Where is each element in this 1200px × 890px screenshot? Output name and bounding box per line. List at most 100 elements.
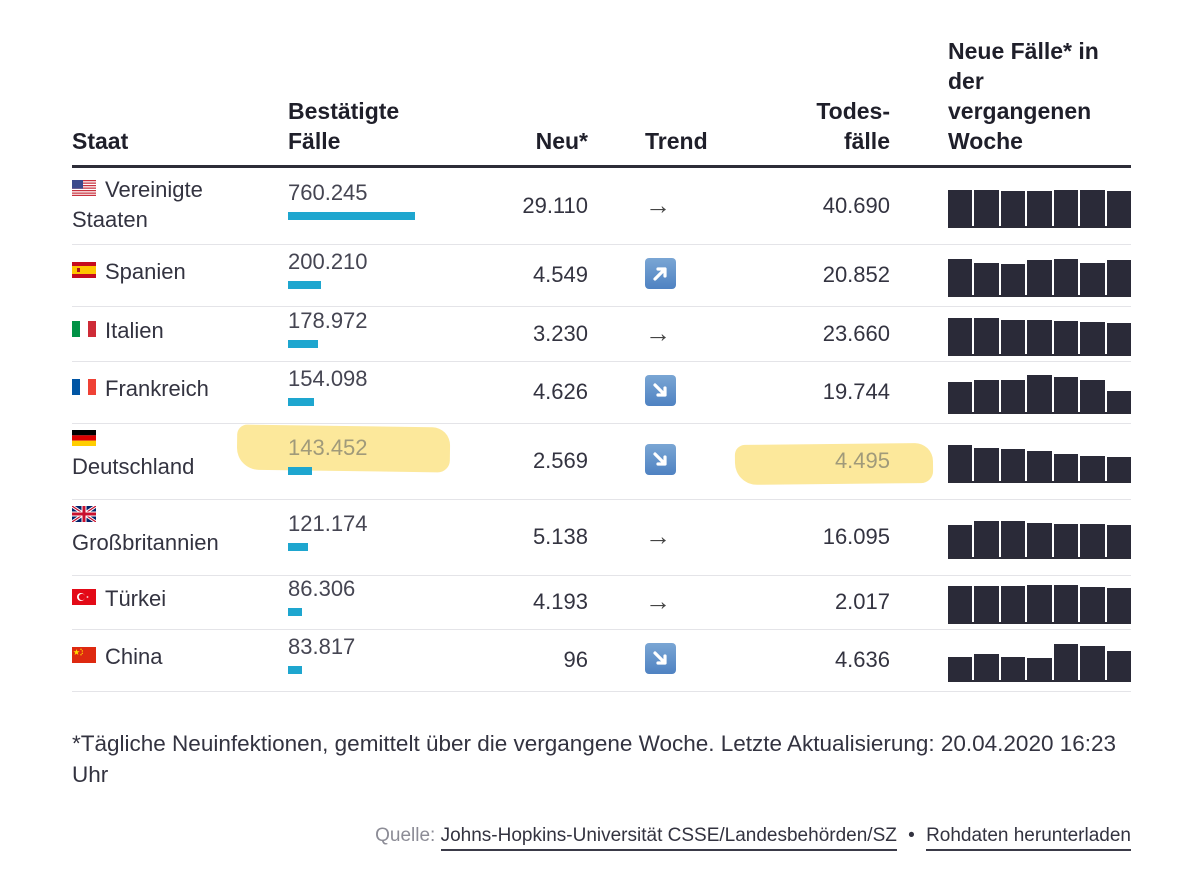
trend-cell: → xyxy=(645,523,671,550)
source-separator: • xyxy=(908,825,915,846)
country-cell: Deutschland xyxy=(72,430,194,482)
neu-value: 4.549 xyxy=(532,262,588,287)
header-neu: Neu* xyxy=(535,128,588,154)
flag-germany-icon xyxy=(72,430,96,446)
cases-bar xyxy=(288,608,302,616)
neu-value: 5.138 xyxy=(532,524,588,549)
arrow-right-icon: → xyxy=(645,317,671,348)
weekly-bar xyxy=(974,317,999,354)
header-todes-line2: fälle xyxy=(843,128,890,154)
cases-bar xyxy=(288,467,312,475)
header-faelle-line1: Bestätigte xyxy=(288,98,400,124)
flag-usa-shape xyxy=(72,180,96,196)
country-cell: Spanien xyxy=(72,257,186,287)
weekly-bar xyxy=(1000,380,1026,412)
weekly-bar xyxy=(1027,319,1052,354)
deaths-value: 16.095 xyxy=(822,524,890,549)
header-faelle-line2: Fälle xyxy=(288,128,341,154)
weekly-bar xyxy=(948,525,973,557)
neu-value: 29.110 xyxy=(522,193,588,218)
arrow-right-icon: → xyxy=(645,521,671,551)
flag-uk-shape xyxy=(72,506,96,522)
arrow-right-icon: → xyxy=(645,586,671,616)
flag-france-shape xyxy=(72,379,96,395)
cases-bar xyxy=(288,212,415,220)
arrow-down-right-shape xyxy=(653,383,667,397)
country-name: Spanien xyxy=(105,259,186,284)
trend-cell: → xyxy=(645,192,671,219)
flag-italy-icon xyxy=(72,321,96,337)
trend-down-icon xyxy=(645,444,676,475)
deaths-value: 4.636 xyxy=(834,647,890,672)
cases-value: 200.210 xyxy=(288,249,368,274)
source-link[interactable]: Johns-Hopkins-Universität CSSE/Landesbeh… xyxy=(440,825,897,851)
neu-value: 3.230 xyxy=(532,320,588,346)
weekly-sparkline xyxy=(948,255,1131,297)
header-weekly-line3: vergangenen xyxy=(948,98,1092,124)
weekly-bar xyxy=(1080,587,1105,622)
weekly-bar xyxy=(1053,644,1079,680)
country-name: Türkei xyxy=(105,586,167,611)
flag-uk-icon xyxy=(72,506,96,522)
weekly-bar xyxy=(1000,657,1026,680)
deaths-value: 4.495 xyxy=(834,448,890,473)
cases-value: 154.098 xyxy=(288,366,368,391)
weekly-bar xyxy=(1053,524,1079,557)
weekly-bar xyxy=(1027,658,1052,680)
weekly-bar xyxy=(1053,190,1079,226)
weekly-bar xyxy=(948,657,973,680)
table-row: Vereinigte Staaten 760.245 29.110 → 40.690 xyxy=(72,168,1131,245)
weekly-bar xyxy=(1027,191,1052,226)
weekly-bar xyxy=(1053,454,1079,481)
header-weekly: Neue Fälle* in der vergangenen Woche xyxy=(948,36,1099,156)
table-row: Deutschland 143.452 2.569 4.495 xyxy=(72,423,1131,500)
country-name-line2: Staaten xyxy=(72,207,148,232)
country-cell: Vereinigte Staaten xyxy=(72,175,203,235)
weekly-sparkline xyxy=(948,441,1131,483)
country-name: Deutschland xyxy=(72,454,195,479)
neu-value: 96 xyxy=(563,647,588,672)
weekly-bar xyxy=(974,586,999,622)
weekly-bar xyxy=(1106,191,1131,226)
flag-italy-shape xyxy=(72,321,96,337)
table-row: China 83.817 96 4.636 xyxy=(72,629,1131,692)
table-row: Frankreich 154.098 4.626 19.744 xyxy=(72,361,1131,424)
download-link[interactable]: Rohdaten herunterladen xyxy=(926,825,1131,851)
flag-spain-shape xyxy=(72,262,96,278)
weekly-bar xyxy=(1000,586,1026,622)
weekly-sparkline xyxy=(948,582,1131,624)
table-row: Spanien 200.210 4.549 20.852 xyxy=(72,244,1131,307)
trend-cell xyxy=(645,258,676,289)
weekly-bar xyxy=(1000,449,1026,481)
flag-turkey-shape xyxy=(72,589,96,605)
neu-value: 4.626 xyxy=(532,379,588,404)
weekly-bar xyxy=(1080,190,1105,226)
weekly-bar xyxy=(1106,588,1131,622)
source-line: Quelle: Johns-Hopkins-Universität CSSE/L… xyxy=(375,825,1131,851)
cases-bar xyxy=(288,543,308,551)
weekly-bar xyxy=(1053,585,1079,622)
weekly-sparkline xyxy=(948,517,1131,559)
weekly-bar xyxy=(1106,525,1131,557)
cases-bar xyxy=(288,666,302,674)
country-name: Frankreich xyxy=(105,376,209,401)
flag-china-shape xyxy=(72,647,96,663)
weekly-sparkline xyxy=(948,314,1131,356)
weekly-bar xyxy=(1027,585,1052,622)
trend-down-icon xyxy=(645,643,676,674)
weekly-bar xyxy=(1053,259,1079,295)
weekly-bar xyxy=(1080,456,1105,481)
weekly-bar xyxy=(1000,191,1026,226)
weekly-bar xyxy=(974,654,999,680)
header-weekly-line4: Woche xyxy=(948,128,1023,154)
weekly-bar xyxy=(974,263,999,295)
weekly-bar xyxy=(1053,377,1079,412)
header-weekly-line2: der xyxy=(948,68,984,94)
trend-cell xyxy=(645,444,676,475)
weekly-bar xyxy=(974,190,999,226)
flag-usa-icon xyxy=(72,180,96,196)
country-name: Italien xyxy=(105,318,164,343)
weekly-bar xyxy=(974,521,999,557)
header-weekly-line1: Neue Fälle* in xyxy=(948,38,1099,64)
deaths-value: 19.744 xyxy=(822,379,890,404)
